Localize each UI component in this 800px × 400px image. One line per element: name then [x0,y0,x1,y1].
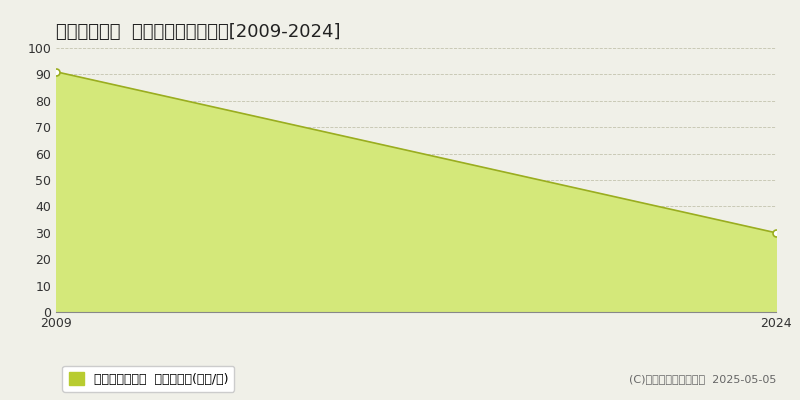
Text: 長久手市平池  マンション価格推移[2009-2024]: 長久手市平池 マンション価格推移[2009-2024] [56,23,341,41]
Text: (C)土地価格ドットコム  2025-05-05: (C)土地価格ドットコム 2025-05-05 [629,374,776,384]
Legend: マンション価格  平均坪単価(万円/坪): マンション価格 平均坪単価(万円/坪) [62,366,234,392]
